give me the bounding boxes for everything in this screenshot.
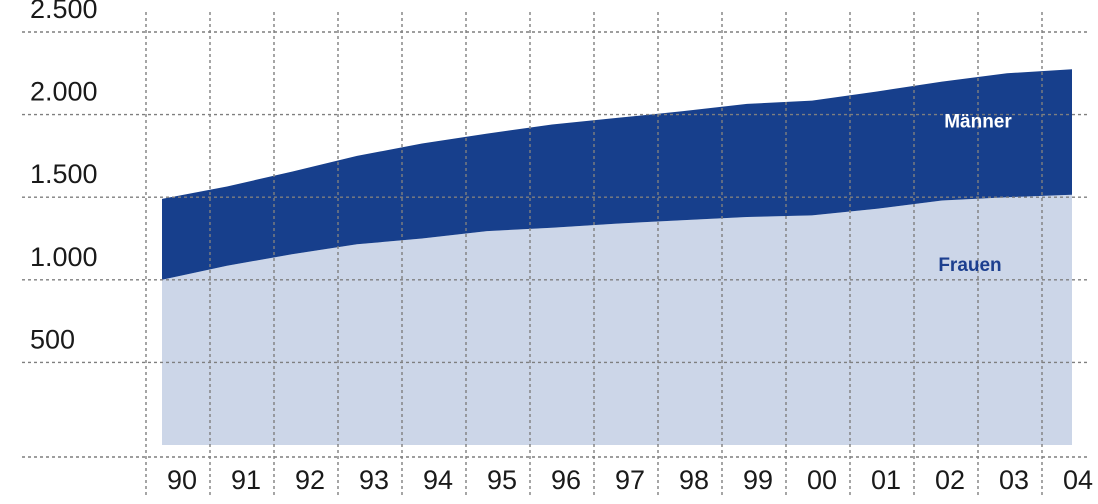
x-tick-label: 90 bbox=[167, 465, 197, 495]
y-axis: 500 1.000 1.500 2.000 2.500 bbox=[30, 0, 98, 354]
series-label-frauen: Frauen bbox=[938, 255, 1001, 276]
x-tick-label: 03 bbox=[999, 465, 1029, 495]
y-tick-label: 1.000 bbox=[30, 242, 98, 272]
series-label-maenner: Männer bbox=[944, 111, 1012, 132]
x-tick-label: 96 bbox=[551, 465, 581, 495]
y-tick-label: 1.500 bbox=[30, 159, 98, 189]
x-tick-label: 04 bbox=[1063, 465, 1093, 495]
x-tick-label: 98 bbox=[679, 465, 709, 495]
x-tick-label: 95 bbox=[487, 465, 517, 495]
x-tick-label: 01 bbox=[871, 465, 901, 495]
x-tick-label: 92 bbox=[295, 465, 325, 495]
x-tick-label: 99 bbox=[743, 465, 773, 495]
x-axis: 90 91 92 93 94 95 96 97 98 99 00 01 02 03 04 bbox=[167, 465, 1093, 495]
x-tick-label: 91 bbox=[231, 465, 261, 495]
x-tick-label: 97 bbox=[615, 465, 645, 495]
y-tick-label: 500 bbox=[30, 324, 75, 354]
x-tick-label: 94 bbox=[423, 465, 453, 495]
x-tick-label: 00 bbox=[807, 465, 837, 495]
x-tick-label: 93 bbox=[359, 465, 389, 495]
areas-layer bbox=[162, 69, 1072, 445]
y-tick-label: 2.000 bbox=[30, 77, 98, 107]
y-tick-label: 2.500 bbox=[30, 0, 98, 24]
x-tick-label: 02 bbox=[935, 465, 965, 495]
